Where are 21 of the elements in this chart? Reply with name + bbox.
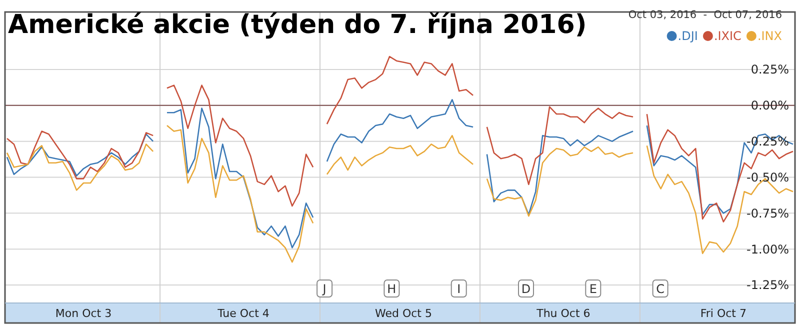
chart-subtitle: Oct 03, 2016 - Oct 07, 2016 <box>628 9 782 21</box>
x-tick-label: Fri Oct 7 <box>700 306 747 320</box>
annotation: J <box>322 282 326 296</box>
y-tick-label: -0.75% <box>746 206 789 220</box>
legend-label: .INX <box>757 29 782 44</box>
x-tick-label: Thu Oct 6 <box>536 306 590 320</box>
annotation: C <box>656 282 664 296</box>
annotation: E <box>589 282 597 296</box>
y-tick-label: -1.00% <box>746 242 789 256</box>
x-tick-label: Mon Oct 3 <box>55 306 112 320</box>
legend-label: .DJI <box>678 29 698 44</box>
y-tick-label: -1.25% <box>746 278 789 292</box>
annotation: I <box>457 282 461 296</box>
annotation: D <box>521 282 531 296</box>
x-tick-label: Tue Oct 4 <box>216 306 270 320</box>
annotation: H <box>387 282 396 296</box>
y-tick-label: -0.50% <box>746 170 789 184</box>
y-tick-label: 0.25% <box>750 62 789 77</box>
chart-title: Americké akcie (týden do 7. října 2016) <box>8 10 587 40</box>
x-tick-label: Wed Oct 5 <box>374 306 432 320</box>
legend-label: .IXIC <box>714 29 742 44</box>
